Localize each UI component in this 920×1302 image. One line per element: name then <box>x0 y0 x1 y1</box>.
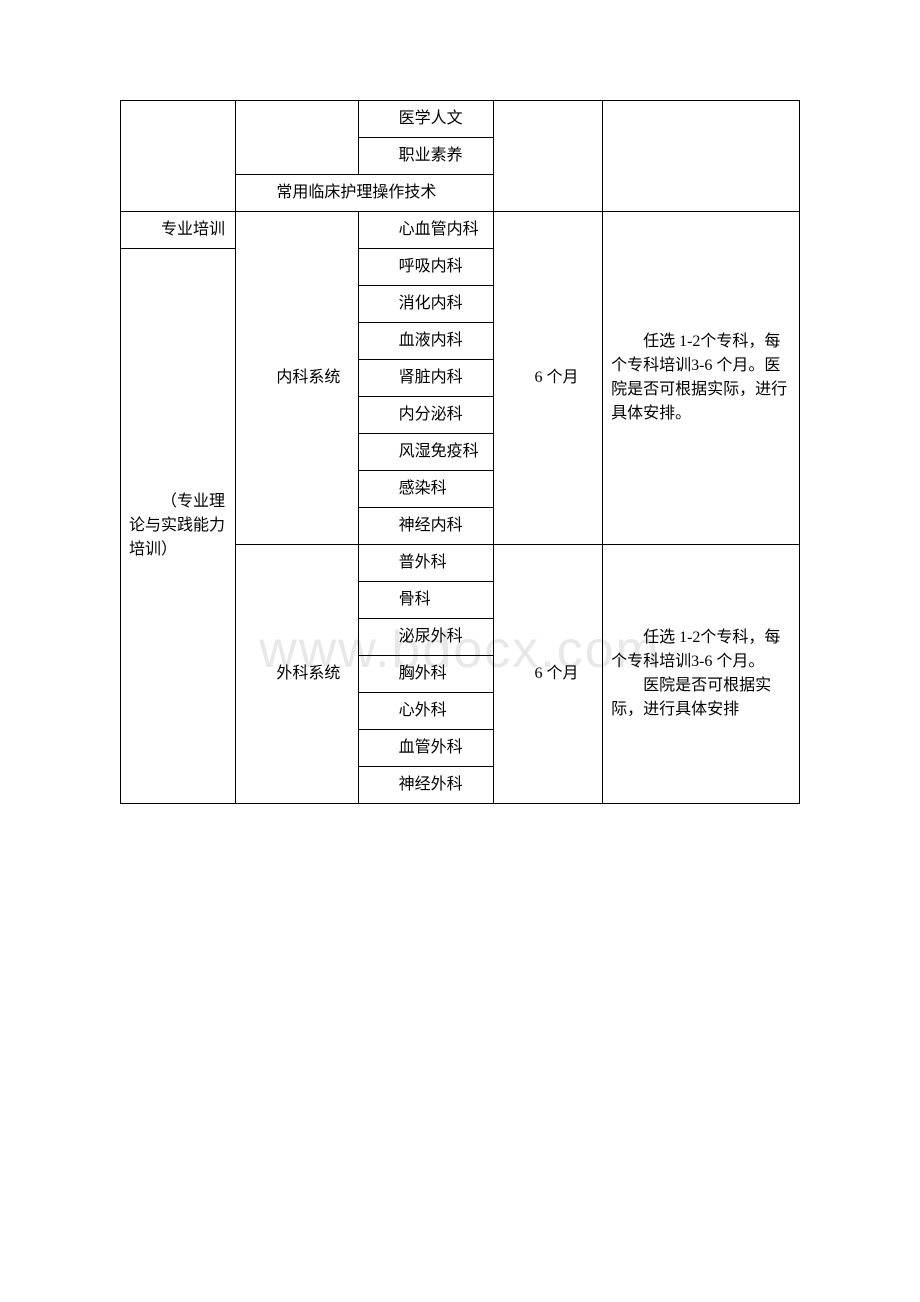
cell-gastro: 消化内科 <box>358 286 494 323</box>
text: 风湿免疫科 <box>367 440 486 464</box>
cell-surgery-note: 任选 1-2个专科，每个专科培训3-6 个月。 医院是否可根据实际，进行具体安排 <box>603 545 800 804</box>
text: 肾脏内科 <box>367 366 486 390</box>
cell-hematology: 血液内科 <box>358 323 494 360</box>
cell-nursing-operations: 常用临床护理操作技术 <box>236 175 494 212</box>
cell-rheumatology: 风湿免疫科 <box>358 434 494 471</box>
text: 6 个月 <box>502 662 594 686</box>
cell-neurology-internal: 神经内科 <box>358 508 494 545</box>
cell-empty-top-2 <box>236 101 358 175</box>
cell-urology: 泌尿外科 <box>358 619 494 656</box>
text: 普外科 <box>367 551 486 575</box>
training-table: 医学人文 职业素养 常用临床护理操作技术 专业培训 内科系统 心血管内科 6 个… <box>120 100 800 804</box>
text: 呼吸内科 <box>367 255 486 279</box>
text: 消化内科 <box>367 292 486 316</box>
text: 常用临床护理操作技术 <box>244 181 485 205</box>
text: 医学人文 <box>367 107 486 131</box>
cell-internal-duration: 6 个月 <box>494 212 603 545</box>
cell-medical-humanities: 医学人文 <box>358 101 494 138</box>
cell-theory-practice: （专业理论与实践能力培训） <box>121 249 236 804</box>
text: 任选 1-2个专科，每个专科培训3-6 个月。 <box>611 626 791 674</box>
cell-endocrinology: 内分泌科 <box>358 397 494 434</box>
text: 神经内科 <box>367 514 486 538</box>
text: 血液内科 <box>367 329 486 353</box>
text: 胸外科 <box>367 662 486 686</box>
cell-internal-medicine-system: 内科系统 <box>236 212 358 545</box>
text: 心外科 <box>367 699 486 723</box>
cell-neurosurgery: 神经外科 <box>358 767 494 804</box>
cell-professional-training: 专业培训 <box>121 212 236 249</box>
cell-infection: 感染科 <box>358 471 494 508</box>
text: 专业培训 <box>129 218 227 242</box>
cell-respiratory: 呼吸内科 <box>358 249 494 286</box>
cell-empty-top-left <box>121 101 236 212</box>
cell-thoracic-surgery: 胸外科 <box>358 656 494 693</box>
text: 泌尿外科 <box>367 625 486 649</box>
cell-cardiac-surgery: 心外科 <box>358 693 494 730</box>
cell-vascular-surgery: 血管外科 <box>358 730 494 767</box>
text: 6 个月 <box>502 366 594 390</box>
text: 内分泌科 <box>367 403 486 427</box>
cell-orthopedics: 骨科 <box>358 582 494 619</box>
text: 神经外科 <box>367 773 486 797</box>
cell-nephrology: 肾脏内科 <box>358 360 494 397</box>
text: 心血管内科 <box>367 218 486 242</box>
text: 任选 1-2个专科，每个专科培训3-6 个月。医院是否可根据实际，进行具体安排。 <box>611 330 791 426</box>
text: 医院是否可根据实际，进行具体安排 <box>611 674 791 722</box>
text: （专业理论与实践能力培训） <box>129 490 227 562</box>
cell-empty-top-4 <box>494 101 603 212</box>
text: 骨科 <box>367 588 486 612</box>
cell-cardiology: 心血管内科 <box>358 212 494 249</box>
text: 职业素养 <box>367 144 486 168</box>
cell-surgery-system: 外科系统 <box>236 545 358 804</box>
text: 内科系统 <box>244 366 349 390</box>
text: 外科系统 <box>244 662 349 686</box>
cell-general-surgery: 普外科 <box>358 545 494 582</box>
cell-empty-top-5 <box>603 101 800 212</box>
cell-surgery-duration: 6 个月 <box>494 545 603 804</box>
cell-internal-note: 任选 1-2个专科，每个专科培训3-6 个月。医院是否可根据实际，进行具体安排。 <box>603 212 800 545</box>
text: 感染科 <box>367 477 486 501</box>
text: 血管外科 <box>367 736 486 760</box>
cell-professional-quality: 职业素养 <box>358 138 494 175</box>
